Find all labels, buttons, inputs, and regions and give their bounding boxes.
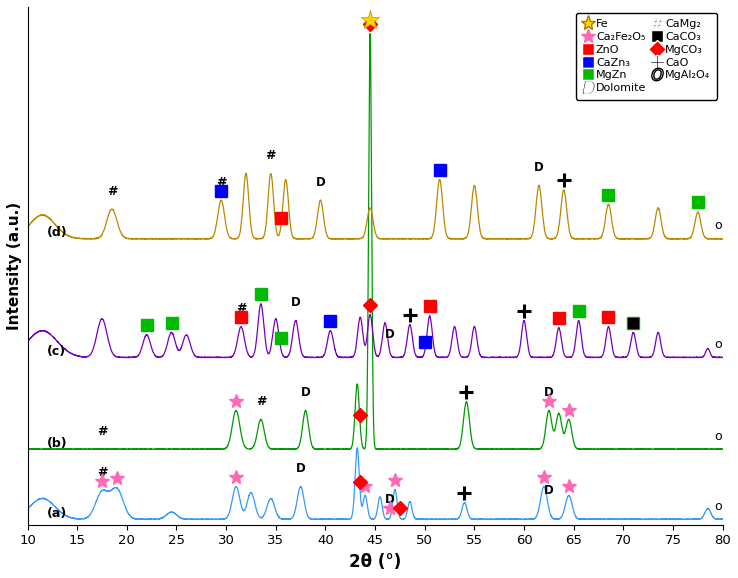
- Text: (a): (a): [47, 507, 68, 520]
- Text: #: #: [97, 425, 107, 438]
- Text: #: #: [235, 302, 246, 316]
- Text: D: D: [385, 493, 395, 506]
- Text: #: #: [216, 176, 227, 189]
- Text: o: o: [714, 500, 722, 513]
- Text: D: D: [385, 328, 395, 341]
- Text: o: o: [714, 430, 722, 443]
- Text: (b): (b): [47, 436, 68, 450]
- Text: #: #: [255, 395, 266, 408]
- Text: D: D: [300, 386, 311, 399]
- Y-axis label: Intensity (a.u.): Intensity (a.u.): [7, 202, 22, 330]
- Text: o: o: [714, 338, 722, 351]
- Text: (c): (c): [47, 345, 66, 358]
- Text: #: #: [97, 466, 107, 480]
- Text: D: D: [296, 462, 306, 475]
- Text: o: o: [714, 220, 722, 232]
- Text: #: #: [107, 185, 117, 198]
- Text: D: D: [316, 176, 325, 189]
- Text: D: D: [544, 484, 554, 497]
- Text: #: #: [266, 149, 276, 162]
- Legend: Fe, Ca₂Fe₂O₅, ZnO, CaZn₃, MgZn, Dolomite, CaMg₂, CaCO₃, MgCO₃, CaO, MgAl₂O₄: Fe, Ca₂Fe₂O₅, ZnO, CaZn₃, MgZn, Dolomite…: [576, 13, 717, 100]
- Text: (d): (d): [47, 226, 68, 239]
- Text: D: D: [534, 161, 544, 174]
- X-axis label: 2θ (°): 2θ (°): [349, 553, 401, 571]
- Text: D: D: [291, 296, 300, 309]
- Text: D: D: [544, 386, 554, 399]
